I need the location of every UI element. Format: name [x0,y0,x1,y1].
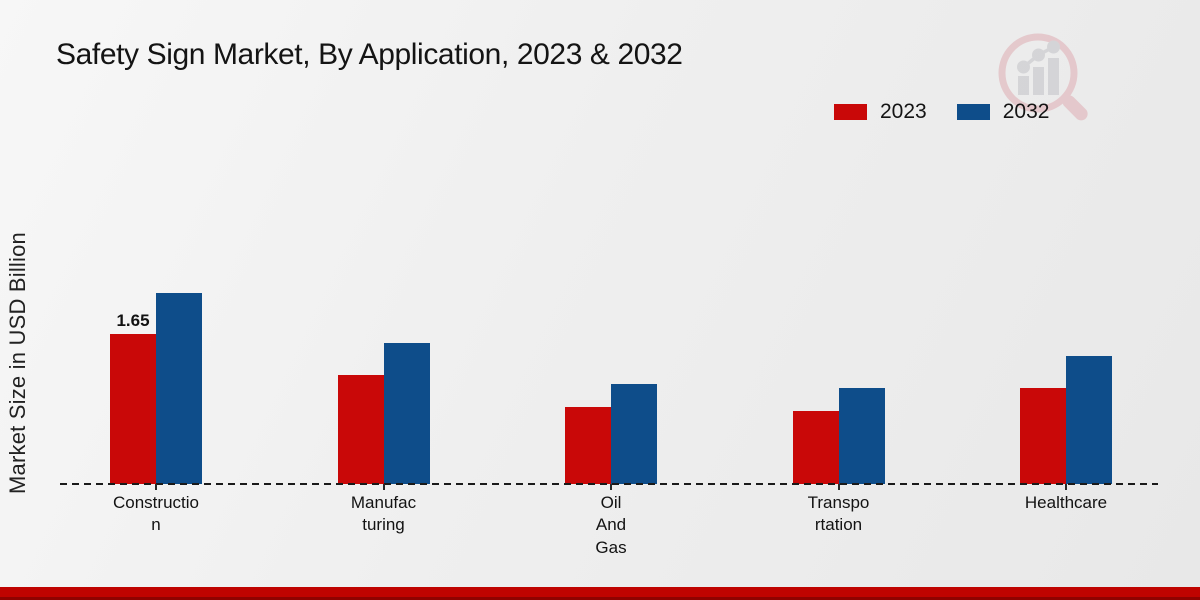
bar-2032-construction [156,293,202,484]
axis-tick-transportation [837,484,840,490]
legend: 2023 2032 [834,100,1049,124]
legend-item-2032: 2032 [956,100,1050,124]
legend-label-2023: 2023 [880,100,927,123]
footer-accent-bar [0,587,1200,600]
bar-2023-transportation [792,411,839,484]
bar-2023-oil-and-gas [565,407,611,484]
bar-2032-transportation [838,388,885,484]
bar-2023-manufacturing [337,375,384,484]
magnifier-chart-logo-icon [986,24,1098,137]
x-axis-dashed-baseline [60,483,1158,485]
bar-2032-oil-and-gas [611,384,657,484]
legend-swatch-2023 [834,104,867,120]
page-title: Safety Sign Market, By Application, 2023… [56,38,683,71]
category-label-oil-and-gas: Oil And Gas [595,493,627,557]
data-label-2023-construction: 1.65 [116,310,150,330]
bar-2032-manufacturing [383,343,430,484]
bar-2023-construction [110,334,156,484]
category-label-construction: Constructio n [113,493,199,535]
axis-tick-manufacturing [382,484,385,490]
category-label-transportation: Transpo rtation [807,493,870,535]
bar-2023-healthcare [1020,388,1066,484]
legend-swatch-2032 [956,104,990,120]
axis-tick-oil-and-gas [610,484,612,490]
legend-item-2023: 2023 [834,100,927,124]
axis-tick-healthcare [1065,484,1067,490]
legend-label-2032: 2032 [1002,100,1050,123]
axis-tick-construction [155,484,157,490]
bar-2032-healthcare [1066,356,1112,484]
category-label-manufacturing: Manufac turing [350,493,417,535]
category-label-healthcare: Healthcare [1024,493,1108,512]
